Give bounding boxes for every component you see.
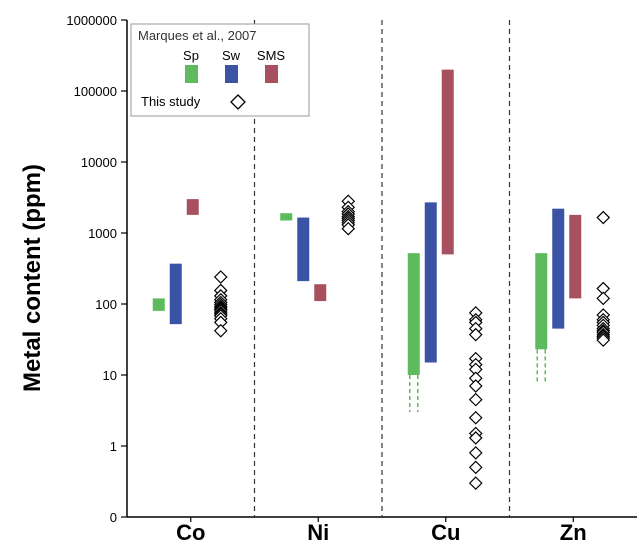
range-bar-sw-cu — [424, 202, 437, 363]
legend-study-label: This study — [141, 94, 201, 109]
study-point-diamond — [468, 327, 483, 342]
chart-marks — [152, 69, 611, 490]
x-category-label: Co — [176, 520, 205, 543]
legend-study-diamond-icon — [230, 94, 246, 110]
range-bar-sp-ni — [280, 213, 293, 221]
legend-label-sms: SMS — [257, 48, 286, 63]
study-point-diamond — [468, 379, 483, 393]
study-point-diamond — [468, 460, 483, 475]
y-tick-label: 1 — [110, 439, 117, 454]
study-point-diamond — [468, 476, 483, 490]
y-tick-label: 1000 — [88, 226, 117, 241]
y-tick-label: 10 — [103, 368, 117, 383]
study-point-diamond — [596, 333, 611, 347]
x-category-label: Cu — [431, 520, 460, 543]
legend-label-sp: Sp — [183, 48, 199, 63]
legend-swatch-sp — [185, 65, 198, 83]
x-category-label: Zn — [560, 520, 587, 543]
legend-label-sw: Sw — [222, 48, 241, 63]
y-tick-label: 100 — [95, 297, 117, 312]
range-bar-sp-co — [152, 298, 165, 311]
y-tick-label: 100000 — [74, 84, 117, 99]
study-point-diamond — [468, 392, 483, 407]
y-tick-label: 10000 — [81, 155, 117, 170]
study-point-diamond — [596, 210, 611, 225]
study-point-diamond — [213, 323, 228, 338]
range-bar-sw-zn — [552, 208, 565, 329]
legend-box — [130, 23, 310, 117]
y-tick-label: 0 — [110, 510, 117, 525]
study-point-diamond — [213, 270, 228, 284]
study-point-diamond — [468, 410, 483, 425]
range-bar-sw-co — [169, 263, 182, 325]
study-point-diamond — [468, 431, 483, 445]
legend-reference: Marques et al., 2007 — [138, 28, 257, 43]
range-bar-sms-co — [186, 199, 199, 215]
study-point-diamond — [468, 446, 483, 460]
range-bar-sp-cu — [407, 253, 420, 375]
range-bar-sms-ni — [314, 284, 327, 302]
range-bar-sp-zn — [535, 253, 548, 350]
y-tick-label: 1000000 — [66, 13, 117, 28]
x-category-label: Ni — [307, 520, 329, 543]
y-axis-title: Metal content (ppm) — [19, 164, 46, 392]
study-point-diamond — [596, 291, 611, 306]
legend: Marques et al., 2007 Sp Sw SMS This study — [130, 23, 310, 117]
range-bar-sms-zn — [569, 214, 582, 299]
legend-swatch-sw — [225, 65, 238, 83]
range-bar-sw-ni — [297, 217, 310, 282]
study-point-diamond — [341, 221, 356, 236]
legend-swatch-sms — [265, 65, 278, 83]
range-bar-sms-cu — [441, 69, 454, 255]
